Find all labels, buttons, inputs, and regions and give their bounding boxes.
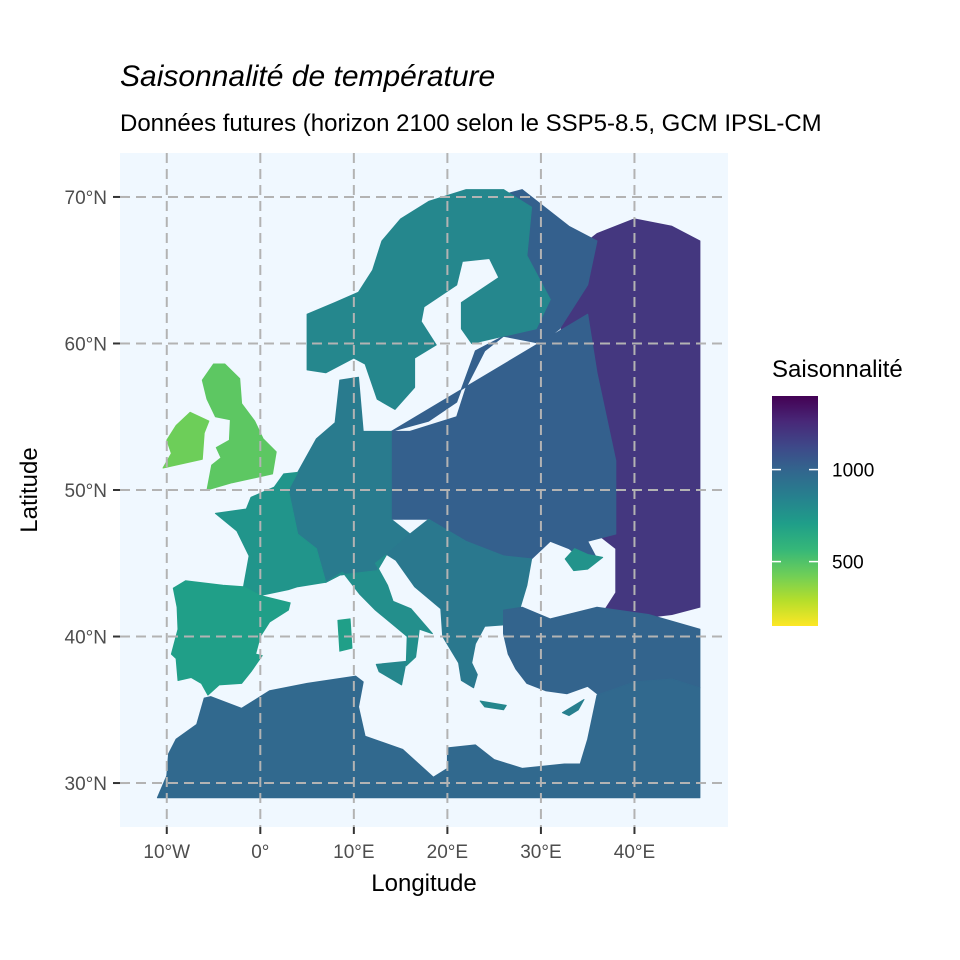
y-tick-label: 50°N	[65, 481, 107, 502]
x-tick-label: 20°E	[427, 842, 468, 863]
y-axis-ticks: 30°N 40°N 50°N 60°N 70°N	[65, 188, 120, 795]
x-axis-title: Longitude	[371, 870, 476, 897]
x-tick-label: 10°E	[333, 842, 374, 863]
land-crete	[479, 700, 507, 711]
y-axis-title: Latitude	[16, 447, 43, 532]
land-crimea	[564, 548, 604, 572]
land-scandinavia	[306, 189, 551, 410]
legend-ticks: 1000 500	[772, 461, 874, 574]
x-tick-label: 0°	[251, 842, 269, 863]
x-tick-label: 30°E	[520, 842, 561, 863]
x-tick-label: 40°E	[614, 842, 655, 863]
land-north-africa	[156, 675, 701, 799]
legend-colorbar	[772, 396, 818, 626]
x-axis-ticks: 10°W 0° 10°E 20°E 30°E 40°E	[143, 827, 655, 863]
land-balkans	[386, 518, 533, 689]
y-tick-label: 70°N	[65, 188, 107, 209]
legend: Saisonnalité 1000 500	[772, 356, 903, 626]
graticule	[120, 153, 728, 827]
legend-tick-label: 500	[832, 553, 864, 574]
y-tick-label: 30°N	[65, 774, 107, 795]
x-tick-label: 10°W	[143, 842, 190, 863]
land-cyprus	[561, 699, 585, 717]
land-italy	[325, 554, 433, 667]
land-ireland	[162, 411, 210, 469]
land-sicily	[375, 660, 407, 686]
map-subtitle: Données futures (horizon 2100 selon le S…	[120, 110, 822, 137]
map-title: Saisonnalité de température	[120, 60, 495, 93]
legend-title: Saisonnalité	[772, 356, 903, 383]
land-british-isles	[201, 363, 277, 491]
legend-tick-label: 1000	[832, 461, 874, 482]
y-tick-label: 60°N	[65, 334, 107, 355]
land-sardinia	[337, 618, 353, 652]
y-tick-label: 40°N	[65, 628, 107, 649]
